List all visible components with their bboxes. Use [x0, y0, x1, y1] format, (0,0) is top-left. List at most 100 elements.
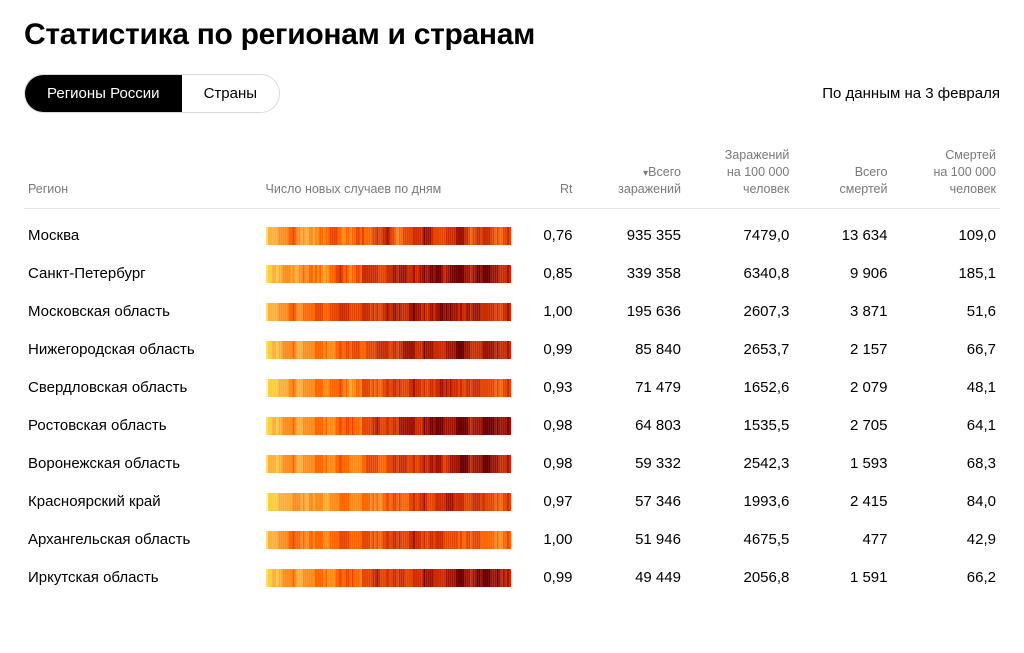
table-row[interactable]: Санкт-Петербург0,85339 3586340,89 906185… — [24, 255, 1000, 293]
cell-infected: 195 636 — [577, 293, 685, 331]
tab-group: Регионы России Страны — [24, 74, 280, 113]
heatmap-bar — [266, 303, 511, 321]
col-inf100k-l1: Заражений — [725, 148, 790, 162]
col-inf100k-l3: человек — [743, 182, 789, 196]
cell-rt: 0,99 — [515, 559, 577, 597]
cell-infected-per100k: 1993,6 — [685, 483, 793, 521]
cell-rt: 1,00 — [515, 293, 577, 331]
cell-deaths-per100k: 42,9 — [892, 521, 1001, 559]
cell-infected: 59 332 — [577, 445, 685, 483]
cell-infected-per100k: 4675,5 — [685, 521, 793, 559]
cell-infected: 71 479 — [577, 369, 685, 407]
cell-infected: 64 803 — [577, 407, 685, 445]
cell-region: Нижегородская область — [24, 331, 262, 369]
heatmap-bar — [266, 531, 511, 549]
cell-infected-per100k: 2607,3 — [685, 293, 793, 331]
col-rt[interactable]: Rt — [515, 141, 577, 208]
col-deaths-per100k[interactable]: Смертей на 100 000 человек — [892, 141, 1001, 208]
cell-deaths: 3 871 — [793, 293, 891, 331]
col-infected-per100k[interactable]: Заражений на 100 000 человек — [685, 141, 793, 208]
table-row[interactable]: Архангельская область 1,0051 9464675,5477… — [24, 521, 1000, 559]
cell-deaths-per100k: 84,0 — [892, 483, 1001, 521]
cell-rt: 0,93 — [515, 369, 577, 407]
col-deaths-l2: смертей — [840, 182, 888, 196]
col-region[interactable]: Регион — [24, 141, 262, 208]
cell-deaths: 2 079 — [793, 369, 891, 407]
cell-region: Москва — [24, 208, 262, 255]
cell-rt: 0,99 — [515, 331, 577, 369]
cell-infected-per100k: 2056,8 — [685, 559, 793, 597]
cell-rt: 0,85 — [515, 255, 577, 293]
heatmap-bar — [266, 493, 511, 511]
table-row[interactable]: Красноярский край0,9757 3461993,62 41584… — [24, 483, 1000, 521]
cell-deaths: 2 157 — [793, 331, 891, 369]
cell-heatmap — [262, 559, 515, 597]
cell-deaths-per100k: 109,0 — [892, 208, 1001, 255]
heatmap-bar — [266, 455, 511, 473]
cell-deaths-per100k: 66,7 — [892, 331, 1001, 369]
cell-infected: 85 840 — [577, 331, 685, 369]
cell-heatmap — [262, 369, 515, 407]
cell-heatmap — [262, 331, 515, 369]
cell-heatmap — [262, 293, 515, 331]
cell-region: Иркутская область — [24, 559, 262, 597]
cell-region: Свердловская область — [24, 369, 262, 407]
heatmap-bar — [266, 569, 511, 587]
cell-deaths-per100k: 66,2 — [892, 559, 1001, 597]
cell-rt: 0,98 — [515, 445, 577, 483]
col-deaths-l1: Всего — [855, 165, 888, 179]
table-row[interactable]: Воронежская область 0,9859 3322542,31 593… — [24, 445, 1000, 483]
col-dth100k-l2: на 100 000 — [933, 165, 996, 179]
tab-regions[interactable]: Регионы России — [25, 75, 182, 112]
cell-deaths: 1 593 — [793, 445, 891, 483]
col-deaths[interactable]: Всего смертей — [793, 141, 891, 208]
cell-deaths: 2 705 — [793, 407, 891, 445]
cell-rt: 1,00 — [515, 521, 577, 559]
cell-deaths-per100k: 48,1 — [892, 369, 1001, 407]
cell-region: Воронежская область — [24, 445, 262, 483]
heatmap-bar — [266, 417, 511, 435]
cell-deaths: 13 634 — [793, 208, 891, 255]
stats-table: Регион Число новых случаев по дням Rt ▾В… — [24, 141, 1000, 597]
cell-heatmap — [262, 445, 515, 483]
table-row[interactable]: Иркутская область0,9949 4492056,81 59166… — [24, 559, 1000, 597]
table-row[interactable]: Ростовская область0,9864 8031535,52 7056… — [24, 407, 1000, 445]
table-row[interactable]: Москва 0,76935 3557479,013 634109,0 — [24, 208, 1000, 255]
table-row[interactable]: Нижегородская область 0,9985 8402653,72 1… — [24, 331, 1000, 369]
cell-deaths-per100k: 64,1 — [892, 407, 1001, 445]
heatmap-bar — [266, 341, 511, 359]
cell-rt: 0,97 — [515, 483, 577, 521]
cell-deaths-per100k: 68,3 — [892, 445, 1001, 483]
cell-rt: 0,98 — [515, 407, 577, 445]
cell-deaths: 477 — [793, 521, 891, 559]
cell-infected-per100k: 1652,6 — [685, 369, 793, 407]
cell-deaths: 2 415 — [793, 483, 891, 521]
cell-infected-per100k: 7479,0 — [685, 208, 793, 255]
table-header-row: Регион Число новых случаев по дням Rt ▾В… — [24, 141, 1000, 208]
cell-infected-per100k: 2542,3 — [685, 445, 793, 483]
cell-infected-per100k: 2653,7 — [685, 331, 793, 369]
cell-infected: 51 946 — [577, 521, 685, 559]
heatmap-bar — [266, 379, 511, 397]
page-title: Статистика по регионам и странам — [24, 18, 1000, 52]
cell-infected: 57 346 — [577, 483, 685, 521]
table-body: Москва 0,76935 3557479,013 634109,0Санкт-… — [24, 208, 1000, 597]
cell-rt: 0,76 — [515, 208, 577, 255]
cell-infected: 339 358 — [577, 255, 685, 293]
col-infected-label: Всего заражений — [618, 165, 681, 196]
table-row[interactable]: Свердловская область 0,9371 4791652,62 07… — [24, 369, 1000, 407]
cell-region: Ростовская область — [24, 407, 262, 445]
cell-heatmap — [262, 208, 515, 255]
table-row[interactable]: Московская область1,00195 6362607,33 871… — [24, 293, 1000, 331]
col-heatmap[interactable]: Число новых случаев по дням — [262, 141, 515, 208]
date-note: По данным на 3 февраля — [822, 85, 1000, 102]
col-dth100k-l1: Смертей — [945, 148, 996, 162]
cell-deaths-per100k: 185,1 — [892, 255, 1001, 293]
col-infected[interactable]: ▾Всего заражений — [577, 141, 685, 208]
cell-region: Архангельская область — [24, 521, 262, 559]
cell-heatmap — [262, 483, 515, 521]
tab-countries[interactable]: Страны — [182, 75, 279, 112]
cell-heatmap — [262, 521, 515, 559]
cell-heatmap — [262, 255, 515, 293]
cell-infected: 935 355 — [577, 208, 685, 255]
